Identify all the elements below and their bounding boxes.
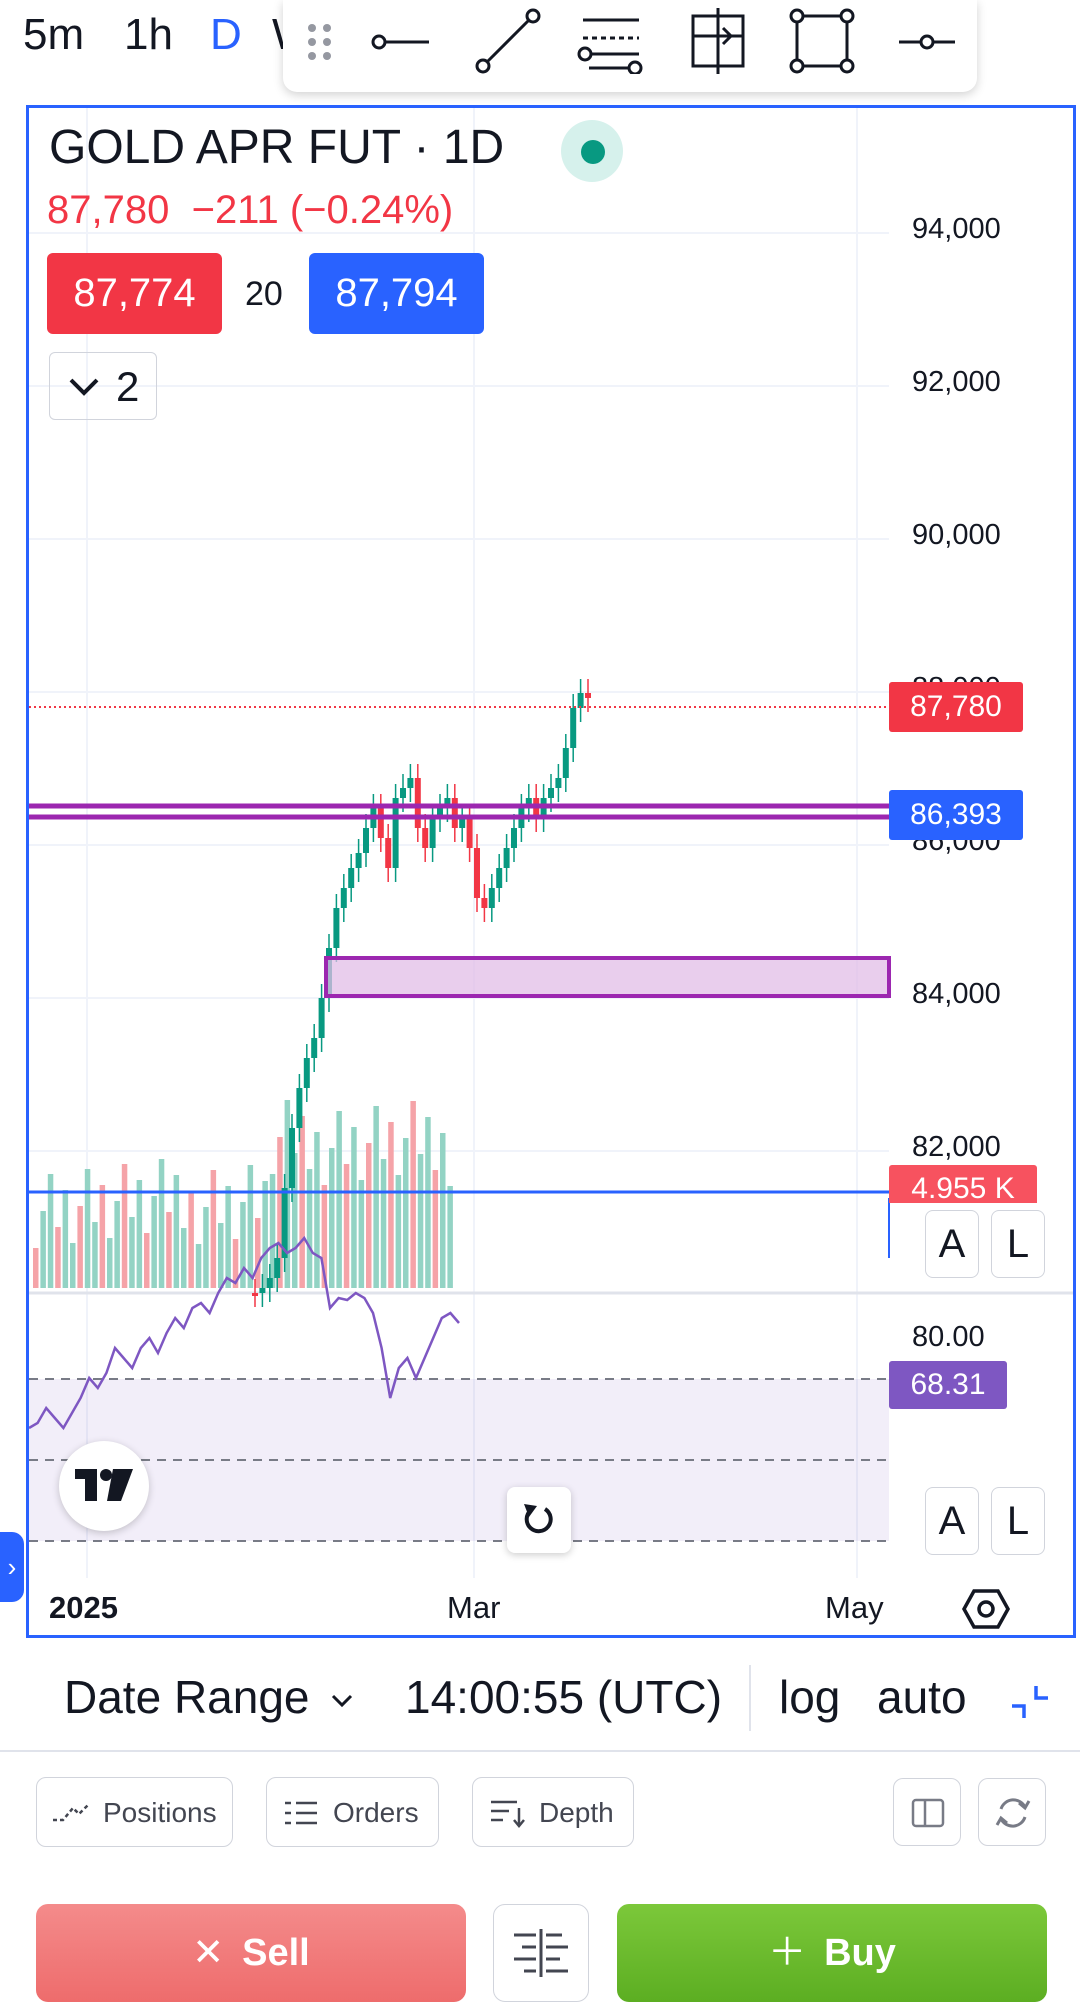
price-line: 87,780 −211 (−0.24%) bbox=[47, 188, 453, 233]
chevron-down-icon bbox=[69, 378, 99, 396]
timeframe-1h[interactable]: 1h bbox=[124, 10, 173, 59]
price-change: −211 (−0.24%) bbox=[191, 188, 454, 232]
drawing-toolbar bbox=[283, 0, 977, 92]
tab-orders[interactable]: Orders bbox=[266, 1777, 439, 1847]
trend-line-icon[interactable] bbox=[473, 6, 543, 76]
timeframe-5m[interactable]: 5m bbox=[23, 10, 85, 59]
tab-depth[interactable]: Depth bbox=[472, 1777, 634, 1847]
rsi-value-tag: 68.31 bbox=[889, 1361, 1007, 1409]
spread-value: 20 bbox=[245, 275, 283, 313]
tab-positions[interactable]: Positions bbox=[36, 1777, 233, 1847]
chevron-down-icon bbox=[332, 1694, 353, 1707]
price-chart[interactable] bbox=[29, 108, 1073, 1635]
auto-scale-button[interactable]: A bbox=[925, 1210, 979, 1278]
layout-button[interactable] bbox=[893, 1778, 961, 1846]
log-toggle[interactable]: log bbox=[779, 1671, 841, 1723]
horizontal-ray-icon[interactable] bbox=[895, 22, 959, 62]
date-range-button[interactable]: Date Range bbox=[64, 1670, 354, 1724]
rsi-axis-label: 80.00 bbox=[912, 1321, 985, 1353]
fullscreen-icon[interactable] bbox=[1008, 1680, 1052, 1724]
log-scale-button[interactable]: L bbox=[991, 1210, 1045, 1278]
volume-tag: 4.955 K bbox=[889, 1165, 1037, 1203]
close-icon: ✕ bbox=[192, 1932, 225, 1974]
market-status bbox=[561, 120, 623, 182]
side-panel-toggle[interactable]: › bbox=[0, 1532, 24, 1602]
settings-icon[interactable] bbox=[962, 1587, 1010, 1631]
reset-icon bbox=[524, 1504, 553, 1534]
time-zone-clock[interactable]: 14:00:55 (UTC) bbox=[405, 1671, 723, 1723]
long-position-icon[interactable] bbox=[683, 6, 753, 76]
price-axis-label: 82,000 bbox=[912, 1131, 1001, 1163]
price-axis-label: 90,000 bbox=[912, 519, 1001, 551]
drag-handle-icon[interactable] bbox=[305, 22, 335, 62]
refresh-icon bbox=[995, 1798, 1031, 1828]
price-axis-label: 92,000 bbox=[912, 366, 1001, 398]
rectangle-icon[interactable] bbox=[787, 6, 857, 76]
price-axis-label: 84,000 bbox=[912, 978, 1001, 1010]
auto-toggle[interactable]: auto bbox=[877, 1671, 967, 1723]
order-book-button[interactable] bbox=[493, 1904, 589, 2002]
rsi-line bbox=[29, 1235, 460, 1431]
market-open-icon bbox=[581, 140, 605, 164]
buy-button[interactable]: ＋ Buy bbox=[617, 1904, 1047, 2002]
rsi-log-scale-button[interactable]: L bbox=[991, 1487, 1045, 1555]
time-axis-label: 2025 bbox=[49, 1590, 118, 1625]
orders-icon bbox=[285, 1801, 317, 1825]
refresh-button[interactable] bbox=[978, 1778, 1046, 1846]
demand-zone[interactable] bbox=[324, 956, 891, 998]
timeframe-d[interactable]: D bbox=[210, 10, 242, 59]
layout-icon bbox=[911, 1798, 945, 1828]
section-divider bbox=[0, 1750, 1080, 1752]
depth-icon bbox=[491, 1800, 525, 1828]
positions-icon bbox=[53, 1803, 90, 1822]
indicators-toggle[interactable]: 2 bbox=[49, 352, 157, 420]
last-price-tag: 87,780 bbox=[889, 682, 1023, 732]
price-axis-label: 94,000 bbox=[912, 213, 1001, 245]
time-axis-label: Mar bbox=[447, 1590, 501, 1625]
sell-button[interactable]: ✕ Sell bbox=[36, 1904, 466, 2002]
chart-pane[interactable] bbox=[26, 105, 1076, 1638]
time-axis-label: May bbox=[825, 1590, 884, 1625]
volume-bars bbox=[33, 1100, 453, 1288]
timeframe-w[interactable]: W bbox=[272, 10, 284, 60]
toolbar-divider bbox=[749, 1665, 751, 1731]
last-price: 87,780 bbox=[47, 188, 170, 232]
reset-chart-button[interactable] bbox=[507, 1487, 571, 1553]
tradingview-logo[interactable] bbox=[59, 1441, 149, 1531]
symbol-title[interactable]: GOLD APR FUT · 1D bbox=[49, 121, 505, 174]
tradingview-logo-icon bbox=[75, 1469, 133, 1501]
buy-quote-button[interactable]: 87,794 bbox=[309, 253, 484, 334]
horizontal-line-icon[interactable] bbox=[371, 22, 435, 62]
plus-icon: ＋ bbox=[768, 1932, 807, 1974]
level-price-tag: 86,393 bbox=[889, 790, 1023, 840]
order-book-icon bbox=[514, 1929, 568, 1977]
sell-quote-button[interactable]: 87,774 bbox=[47, 253, 222, 334]
rsi-auto-scale-button[interactable]: A bbox=[925, 1487, 979, 1555]
fib-retracement-icon[interactable] bbox=[575, 10, 645, 74]
